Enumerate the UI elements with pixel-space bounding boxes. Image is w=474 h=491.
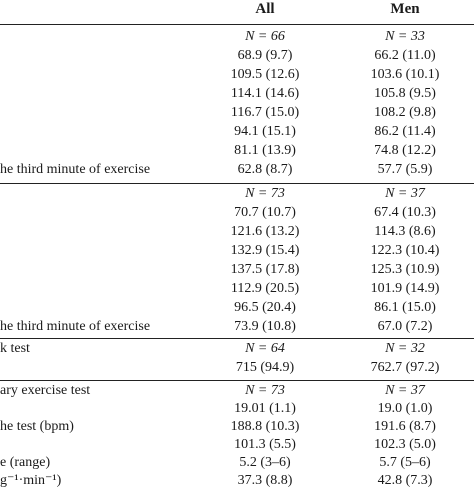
- row-label: he third minute of exercise: [0, 319, 151, 334]
- value-men: 102.3 (5.0): [374, 437, 436, 452]
- table-row: 715 (94.9) 762.7 (97.2): [0, 358, 474, 378]
- value-men: 67.0 (7.2): [377, 319, 433, 334]
- value-men: 762.7 (97.2): [370, 360, 440, 375]
- value-all: 116.7 (15.0): [230, 105, 300, 120]
- table-row: 70.7 (10.7) 67.4 (10.3): [0, 203, 474, 223]
- table-row: 109.5 (12.6) 103.6 (10.1): [0, 65, 474, 85]
- row-label: g⁻¹·min⁻¹): [0, 473, 62, 488]
- value-men: 108.2 (9.8): [374, 105, 436, 120]
- n-row: ary exercise test N = 73 N = 37: [0, 381, 474, 401]
- n-row: N = 66 N = 33: [0, 27, 474, 47]
- n-men: N = 33: [385, 29, 425, 44]
- header-rule: [0, 24, 474, 25]
- value-all: 62.8 (8.7): [237, 162, 293, 177]
- value-all: 70.7 (10.7): [234, 205, 296, 220]
- value-all: 19.01 (1.1): [234, 401, 296, 416]
- value-all: 94.1 (15.1): [234, 124, 296, 139]
- value-all: 96.5 (20.4): [234, 300, 296, 315]
- value-all: 715 (94.9): [235, 360, 295, 375]
- section-label: ary exercise test: [0, 383, 91, 398]
- table-row: 68.9 (9.7) 66.2 (11.0): [0, 46, 474, 66]
- value-all: 137.5 (17.8): [230, 262, 300, 277]
- section-label: k test: [0, 341, 30, 356]
- n-men: N = 32: [385, 341, 425, 356]
- value-men: 86.1 (15.0): [374, 300, 436, 315]
- value-men: 5.7 (5–6): [379, 455, 431, 470]
- value-all: 73.9 (10.8): [234, 319, 296, 334]
- value-all: 132.9 (15.4): [230, 243, 300, 258]
- n-all: N = 64: [245, 341, 285, 356]
- value-all: 114.1 (14.6): [230, 86, 300, 101]
- section-rule: [0, 183, 474, 184]
- value-men: 125.3 (10.9): [370, 262, 440, 277]
- table-row: 132.9 (15.4) 122.3 (10.4): [0, 241, 474, 261]
- table-row: 112.9 (20.5) 101.9 (14.9): [0, 279, 474, 299]
- table-row: 121.6 (13.2) 114.3 (8.6): [0, 222, 474, 242]
- n-all: N = 73: [245, 186, 285, 201]
- table-row: 101.3 (5.5) 102.3 (5.0): [0, 435, 474, 455]
- column-header-men: Men: [390, 1, 420, 17]
- value-all: 121.6 (13.2): [230, 224, 300, 239]
- value-all: 112.9 (20.5): [230, 281, 300, 296]
- value-men: 57.7 (5.9): [377, 162, 433, 177]
- section-rule: [0, 338, 474, 339]
- table-row: 114.1 (14.6) 105.8 (9.5): [0, 84, 474, 104]
- table-row: 81.1 (13.9) 74.8 (12.2): [0, 141, 474, 161]
- n-all: N = 73: [245, 383, 285, 398]
- n-row: k test N = 64 N = 32: [0, 339, 474, 359]
- row-label: he third minute of exercise: [0, 162, 151, 177]
- table-row: 137.5 (17.8) 125.3 (10.9): [0, 260, 474, 280]
- value-men: 66.2 (11.0): [374, 48, 436, 63]
- value-all: 188.8 (10.3): [230, 419, 300, 434]
- value-all: 37.3 (8.8): [237, 473, 293, 488]
- value-men: 103.6 (10.1): [370, 67, 440, 82]
- value-men: 122.3 (10.4): [370, 243, 440, 258]
- value-men: 101.9 (14.9): [370, 281, 440, 296]
- table-row: 116.7 (15.0) 108.2 (9.8): [0, 103, 474, 123]
- value-men: 86.2 (11.4): [374, 124, 436, 139]
- value-all: 101.3 (5.5): [234, 437, 296, 452]
- n-row: N = 73 N = 37: [0, 184, 474, 204]
- row-label: he test (bpm): [0, 419, 74, 434]
- table-row: e (range) 5.2 (3–6) 5.7 (5–6): [0, 453, 474, 473]
- value-men: 19.0 (1.0): [377, 401, 433, 416]
- value-all: 109.5 (12.6): [230, 67, 300, 82]
- value-all: 5.2 (3–6): [239, 455, 291, 470]
- n-men: N = 37: [385, 186, 425, 201]
- table-row: g⁻¹·min⁻¹) 37.3 (8.8) 42.8 (7.3): [0, 471, 474, 491]
- table-row: he third minute of exercise 62.8 (8.7) 5…: [0, 160, 474, 180]
- section-rule: [0, 380, 474, 381]
- table-row: 19.01 (1.1) 19.0 (1.0): [0, 399, 474, 419]
- n-all: N = 66: [245, 29, 285, 44]
- value-men: 74.8 (12.2): [374, 143, 436, 158]
- column-header-all: All: [255, 1, 275, 17]
- value-men: 105.8 (9.5): [374, 86, 436, 101]
- value-men: 191.6 (8.7): [374, 419, 436, 434]
- value-men: 67.4 (10.3): [374, 205, 436, 220]
- table-row: 94.1 (15.1) 86.2 (11.4): [0, 122, 474, 142]
- value-all: 68.9 (9.7): [237, 48, 293, 63]
- table-row: he third minute of exercise 73.9 (10.8) …: [0, 317, 474, 337]
- table-row: 96.5 (20.4) 86.1 (15.0): [0, 298, 474, 318]
- row-label: e (range): [0, 455, 51, 470]
- n-men: N = 37: [385, 383, 425, 398]
- value-all: 81.1 (13.9): [234, 143, 296, 158]
- value-men: 114.3 (8.6): [374, 224, 436, 239]
- table-row: he test (bpm) 188.8 (10.3) 191.6 (8.7): [0, 417, 474, 437]
- value-men: 42.8 (7.3): [377, 473, 433, 488]
